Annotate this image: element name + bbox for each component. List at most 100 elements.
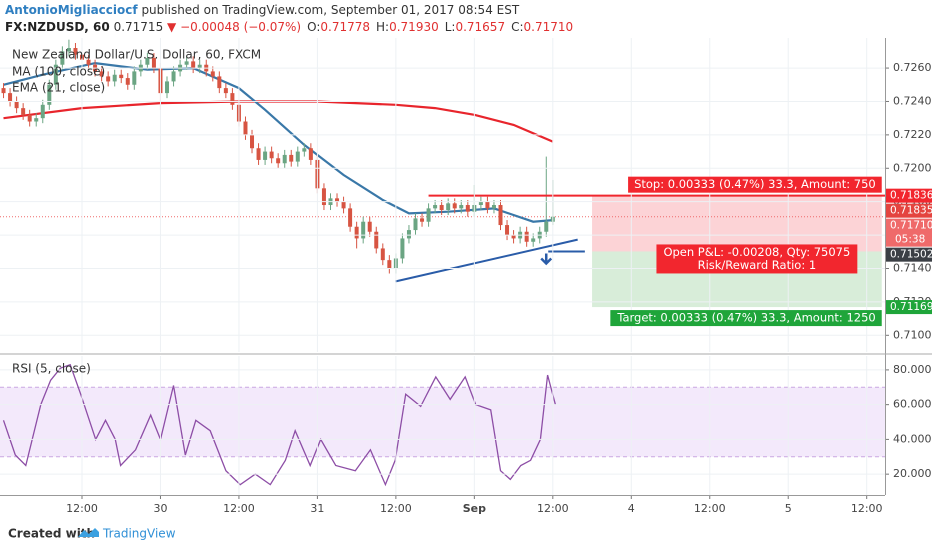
- candle-body: [112, 74, 117, 82]
- stop-label: Stop: 0.00333 (0.47%) 33.3, Amount: 750: [634, 177, 876, 191]
- candle-body: [452, 203, 457, 209]
- last: 0.71715: [114, 20, 164, 34]
- rsi-pane: [0, 363, 885, 487]
- candle-body: [269, 151, 274, 159]
- candle-body: [321, 188, 326, 206]
- y-tick-label: 80.0000: [893, 363, 932, 376]
- series-line: [2, 363, 557, 487]
- pnl-box: [656, 244, 858, 274]
- price-label: 0.71710: [890, 220, 932, 232]
- price-label: 0.71836: [890, 190, 932, 202]
- price-label-box: [886, 218, 932, 247]
- footer-brand[interactable]: TradingView: [102, 527, 176, 541]
- candle-body: [191, 61, 196, 69]
- candle-body: [217, 76, 222, 89]
- risk-zone: [592, 195, 882, 252]
- candle-body: [86, 59, 91, 65]
- price-label: 0.71169: [890, 301, 932, 313]
- header-line: AntonioMigliacciocf published on Trading…: [5, 3, 520, 17]
- x-tick-label: Sep: [463, 502, 486, 515]
- legend-entry: EMA (21, close): [12, 81, 105, 95]
- x-tick-label: 31: [310, 502, 324, 515]
- price-label-box: [886, 247, 932, 262]
- candle-body: [413, 218, 418, 231]
- y-tick-label: 20.0000: [893, 467, 932, 480]
- x-tick-label: 12:00: [537, 502, 569, 515]
- published: published on TradingView.com, September …: [141, 3, 519, 17]
- candle-body: [14, 101, 19, 109]
- ohlc-key: L:: [445, 20, 456, 34]
- series-line: [3, 100, 554, 143]
- candle-body: [119, 74, 124, 79]
- candle-body: [8, 93, 13, 102]
- candle-body: [361, 221, 366, 239]
- candle-body: [465, 205, 470, 212]
- price-label-box: [886, 203, 932, 218]
- y-tick-label: 40.0000: [893, 432, 932, 445]
- trend-line: [394, 238, 578, 283]
- candle-body: [400, 238, 405, 259]
- ohlc-value: 0.71657: [455, 20, 505, 34]
- candle-body: [165, 81, 170, 94]
- ohlc-value: 0.71930: [389, 20, 439, 34]
- candle-body: [145, 58, 150, 65]
- candle-body: [459, 205, 464, 209]
- candle-body: [341, 201, 346, 209]
- symbol-line: FX:NZDUSD, 60 0.71715 ▼ −0.00048 (−0.07%…: [5, 20, 573, 34]
- candle-body: [308, 148, 313, 160]
- ohlc-key: C:: [511, 20, 523, 34]
- price-label-box: [886, 300, 932, 315]
- candle-body: [263, 151, 268, 160]
- author[interactable]: AntonioMigliacciocf: [5, 3, 138, 17]
- chart-title: New Zealand Dollar/U.S. Dollar, 60, FXCM: [12, 48, 261, 62]
- candle-body: [34, 118, 39, 122]
- candle-body: [47, 84, 52, 105]
- ohlc-value: 0.71778: [320, 20, 370, 34]
- candle-body: [53, 64, 58, 85]
- candle-body: [106, 76, 111, 82]
- candle-body: [40, 104, 45, 119]
- candle-body: [184, 61, 189, 65]
- candle-body: [197, 64, 202, 69]
- x-tick-label: 12:00: [223, 502, 255, 515]
- candle-body: [276, 158, 281, 164]
- price-label-sub: 05:38: [895, 234, 925, 246]
- price-label: 0.71502: [890, 249, 932, 261]
- candle-body: [295, 151, 300, 162]
- candle-body: [21, 108, 26, 115]
- ohlc-key: O:: [307, 20, 320, 34]
- candle-body: [505, 225, 510, 236]
- x-tick-label: 4: [628, 502, 635, 515]
- x-tick-label: 12:00: [851, 502, 883, 515]
- candle-body: [446, 203, 451, 211]
- candle-body: [348, 208, 353, 227]
- candle-body: [230, 93, 235, 105]
- x-tick-label: 12:00: [380, 502, 412, 515]
- x-tick-label: 12:00: [66, 502, 98, 515]
- candle-body: [544, 221, 549, 232]
- candle-body: [335, 198, 340, 202]
- legend-entry: MA (100, close): [12, 65, 105, 79]
- price-label: 0.71835: [890, 205, 932, 217]
- candle-body: [511, 235, 516, 239]
- candle-body: [374, 231, 379, 249]
- candle-body: [478, 201, 483, 206]
- candle-body: [125, 78, 130, 85]
- symbol: FX:NZDUSD, 60: [5, 20, 110, 34]
- candle-body: [289, 154, 294, 162]
- candle-body: [387, 260, 392, 269]
- legend-entry: RSI (5, close): [12, 362, 91, 376]
- candle-body: [380, 248, 385, 261]
- candle-body: [498, 205, 503, 226]
- candle-body: [210, 71, 215, 77]
- candle-body: [250, 134, 255, 149]
- candle-body: [73, 48, 78, 55]
- price-label-box: [886, 188, 932, 203]
- target-label-box: [610, 310, 882, 327]
- ohlc-key: H:: [376, 20, 389, 34]
- x-tick-label: 5: [785, 502, 792, 515]
